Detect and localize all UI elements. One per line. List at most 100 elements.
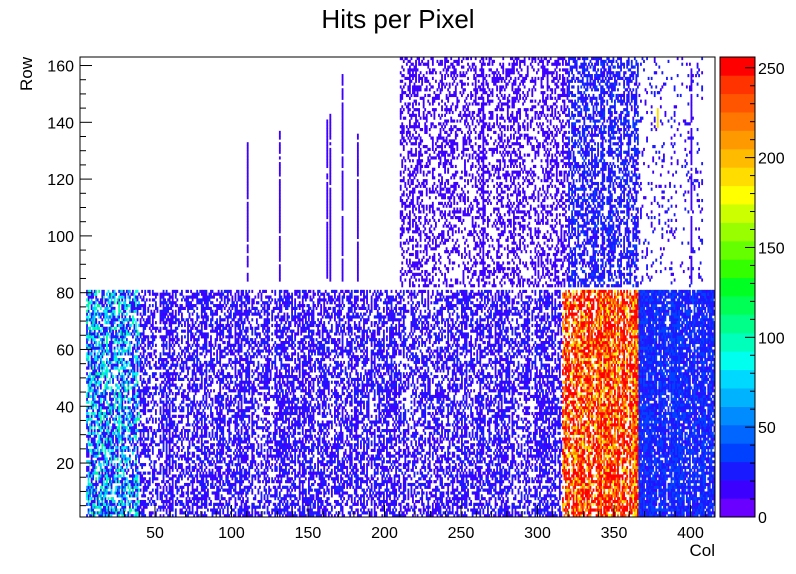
- heatmap-cell: [170, 423, 173, 427]
- heatmap-cell: [92, 321, 95, 325]
- heatmap-cell: [173, 443, 176, 447]
- heatmap-cell: [199, 505, 202, 509]
- heatmap-cell: [102, 494, 105, 498]
- heatmap-cell: [89, 514, 92, 518]
- heatmap-cell: [121, 372, 124, 376]
- heatmap-cell: [234, 471, 237, 475]
- heatmap-cell: [266, 437, 269, 441]
- heatmap-cell: [193, 309, 196, 313]
- heatmap-cell: [165, 383, 168, 387]
- heatmap-cell: [104, 502, 107, 506]
- heatmap-cell: [132, 289, 134, 293]
- heatmap-cell: [99, 357, 102, 362]
- heatmap-cell: [259, 485, 261, 489]
- heatmap-cell: [211, 363, 214, 367]
- heatmap-cell: [167, 394, 170, 399]
- heatmap-cell: [266, 448, 269, 452]
- heatmap-cell: [107, 380, 110, 384]
- heatmap-cell: [233, 346, 235, 350]
- heatmap-cell: [171, 360, 174, 364]
- heatmap-cell: [185, 318, 188, 322]
- heatmap-cell: [104, 491, 107, 495]
- heatmap-cell: [162, 326, 165, 330]
- heatmap-cell: [150, 437, 153, 441]
- heatmap-cell: [136, 340, 139, 345]
- heatmap-cell: [179, 403, 182, 407]
- heatmap-cell: [180, 499, 183, 504]
- heatmap-cell: [171, 298, 174, 302]
- heatmap-cell: [266, 508, 269, 512]
- heatmap-cell: [159, 508, 162, 512]
- heatmap-cell: [216, 443, 219, 447]
- heatmap-cell: [242, 454, 245, 458]
- heatmap-cell: [116, 360, 119, 364]
- heatmap-cell: [184, 482, 186, 487]
- heatmap-cell: [164, 386, 166, 390]
- heatmap-cell: [135, 502, 137, 506]
- heatmap-cell: [207, 474, 209, 478]
- heatmap-cell: [222, 394, 225, 399]
- heatmap-cell: [136, 451, 139, 455]
- heatmap-cell: [199, 474, 202, 478]
- heatmap-cell: [93, 304, 96, 308]
- heatmap-cell: [188, 505, 191, 509]
- heatmap-cell: [191, 477, 194, 481]
- heatmap-cell: [162, 289, 165, 293]
- heatmap-cell: [239, 360, 241, 364]
- heatmap-cell: [236, 386, 238, 390]
- heatmap-cell: [144, 326, 147, 330]
- heatmap-cell: [197, 448, 200, 452]
- heatmap-cell: [229, 289, 232, 293]
- heatmap-cell: [193, 403, 196, 407]
- heatmap-cell: [234, 457, 237, 461]
- heatmap-cell: [170, 338, 173, 342]
- heatmap-cell: [109, 380, 111, 384]
- heatmap-cell: [248, 352, 251, 356]
- heatmap-cell: [162, 389, 165, 393]
- heatmap-cell: [193, 426, 196, 430]
- heatmap-cell: [96, 386, 99, 390]
- heatmap-cell: [147, 335, 150, 339]
- heatmap-cell: [102, 417, 105, 421]
- heatmap-cell: [141, 508, 144, 512]
- heatmap-cell: [173, 357, 176, 362]
- heatmap-cell: [200, 499, 203, 504]
- heatmap-cell: [159, 386, 162, 390]
- heatmap-cell: [151, 494, 154, 498]
- heatmap-cell: [196, 431, 199, 435]
- heatmap-cell: [95, 346, 98, 350]
- heatmap-cell: [101, 474, 104, 478]
- heatmap-cell: [141, 437, 144, 441]
- heatmap-cell: [197, 323, 200, 328]
- heatmap-cell: [229, 491, 232, 495]
- heatmap-cell: [222, 355, 225, 359]
- heatmap-cell: [90, 511, 93, 515]
- heatmap-cell: [199, 480, 202, 484]
- heatmap-cell: [187, 437, 189, 441]
- heatmap-cell: [154, 511, 157, 515]
- heatmap-cell: [199, 457, 202, 461]
- heatmap-cell: [268, 502, 271, 506]
- heatmap-cell: [174, 508, 177, 512]
- heatmap-cell: [219, 420, 222, 424]
- heatmap-cell: [168, 355, 171, 359]
- heatmap-cell: [217, 403, 220, 407]
- heatmap-cell: [167, 369, 170, 373]
- heatmap-cell: [150, 514, 153, 518]
- heatmap-cell: [110, 340, 113, 345]
- heatmap-cell: [200, 494, 203, 498]
- heatmap-cell: [187, 355, 189, 359]
- heatmap-cell: [223, 375, 226, 379]
- heatmap-cell: [141, 397, 144, 401]
- heatmap-cell: [226, 394, 229, 399]
- heatmap-cell: [217, 369, 220, 373]
- heatmap-cell: [220, 437, 223, 441]
- heatmap-cell: [139, 420, 142, 424]
- heatmap-cell: [254, 485, 257, 489]
- heatmap-cell: [205, 352, 208, 356]
- heatmap-cell: [133, 304, 136, 308]
- heatmap-cell: [162, 380, 165, 384]
- heatmap-cell: [150, 414, 153, 418]
- heatmap-cell: [245, 440, 248, 444]
- heatmap-cell: [112, 423, 114, 427]
